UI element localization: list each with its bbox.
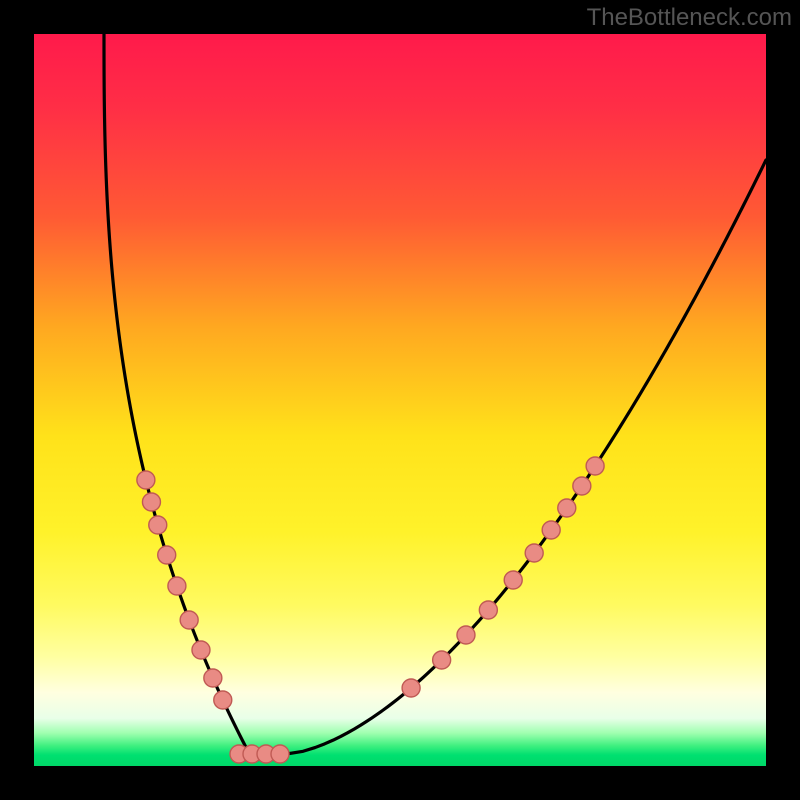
data-dot xyxy=(542,521,560,539)
data-dot xyxy=(149,516,167,534)
data-dot xyxy=(457,626,475,644)
data-dot xyxy=(402,679,420,697)
data-dot xyxy=(192,641,210,659)
chart-stage: TheBottleneck.com xyxy=(0,0,800,800)
data-dot xyxy=(214,691,232,709)
data-dot xyxy=(168,577,186,595)
data-dot xyxy=(158,546,176,564)
chart-svg xyxy=(0,0,800,800)
data-dot xyxy=(586,457,604,475)
watermark-text: TheBottleneck.com xyxy=(587,4,792,32)
data-dot xyxy=(204,669,222,687)
data-dot xyxy=(142,493,160,511)
data-dot xyxy=(479,601,497,619)
plot-area xyxy=(34,34,766,766)
data-dot xyxy=(137,471,155,489)
data-dot xyxy=(525,544,543,562)
data-dot xyxy=(271,745,289,763)
data-dot xyxy=(558,499,576,517)
data-dot xyxy=(504,571,522,589)
data-dot xyxy=(573,477,591,495)
data-dot xyxy=(433,651,451,669)
data-dot xyxy=(180,611,198,629)
